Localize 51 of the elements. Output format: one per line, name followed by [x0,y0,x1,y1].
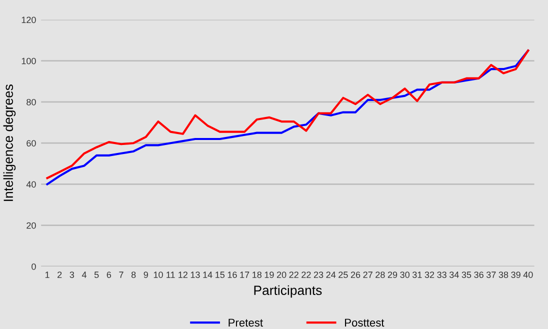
x-tick-label: 35 [462,272,472,278]
y-axis-title: Intelligence degrees [3,84,16,201]
x-tick-label: 1 [45,272,50,278]
y-tick-label: 80 [26,98,36,106]
x-tick-label: 32 [424,272,434,278]
x-axis-title: Participants [254,285,322,298]
x-tick-label: 13 [190,272,200,278]
legend-label: Posttest [345,318,384,327]
x-tick-label: 11 [166,272,175,278]
x-tick-label: 22 [289,272,298,278]
x-tick-label: 39 [511,272,520,278]
x-tick-label: 22 [302,272,311,278]
x-tick-label: 9 [144,272,148,278]
y-tick-label: 60 [26,140,36,146]
legend-label: Pretest [228,318,263,327]
y-tick-label: 20 [26,222,36,229]
x-tick-label: 20 [276,272,286,278]
x-tick-label: 28 [376,272,385,278]
x-tick-label: 27 [363,272,372,278]
x-tick-label: 33 [437,272,446,278]
x-tick-label: 12 [178,272,188,278]
y-tick-label: 40 [26,181,36,188]
x-tick-label: 31 [412,272,422,278]
x-tick-label: 18 [252,272,262,278]
y-tick-label: 0 [32,263,36,270]
x-tick-label: 16 [228,272,237,278]
x-tick-label: 10 [154,272,163,278]
y-tick-label: 100 [22,58,36,64]
x-tick-label: 3 [70,272,74,278]
x-tick-label: 36 [474,272,484,278]
x-tick-label: 24 [326,272,336,278]
y-tick-label: 120 [22,16,36,24]
x-tick-label: 4 [82,272,86,278]
x-tick-label: 15 [216,272,225,278]
x-tick-label: 19 [264,272,274,278]
x-tick-label: 37 [486,272,496,278]
x-tick-label: 30 [400,272,410,278]
x-tick-label: 25 [338,272,348,278]
x-tick-label: 2 [58,272,62,278]
x-tick-label: 23 [314,272,324,278]
x-tick-label: 5 [94,272,99,278]
x-tick-label: 29 [388,272,398,278]
x-tick-label: 34 [449,272,459,278]
x-tick-label: 14 [203,272,212,278]
x-tick-label: 6 [106,272,112,278]
x-tick-label: 8 [131,272,136,278]
x-tick-label: 26 [350,272,360,278]
x-tick-label: 7 [119,272,124,278]
x-tick-label: 38 [498,272,508,278]
x-tick-label: 17 [240,272,250,278]
x-tick-label: 40 [523,272,533,278]
